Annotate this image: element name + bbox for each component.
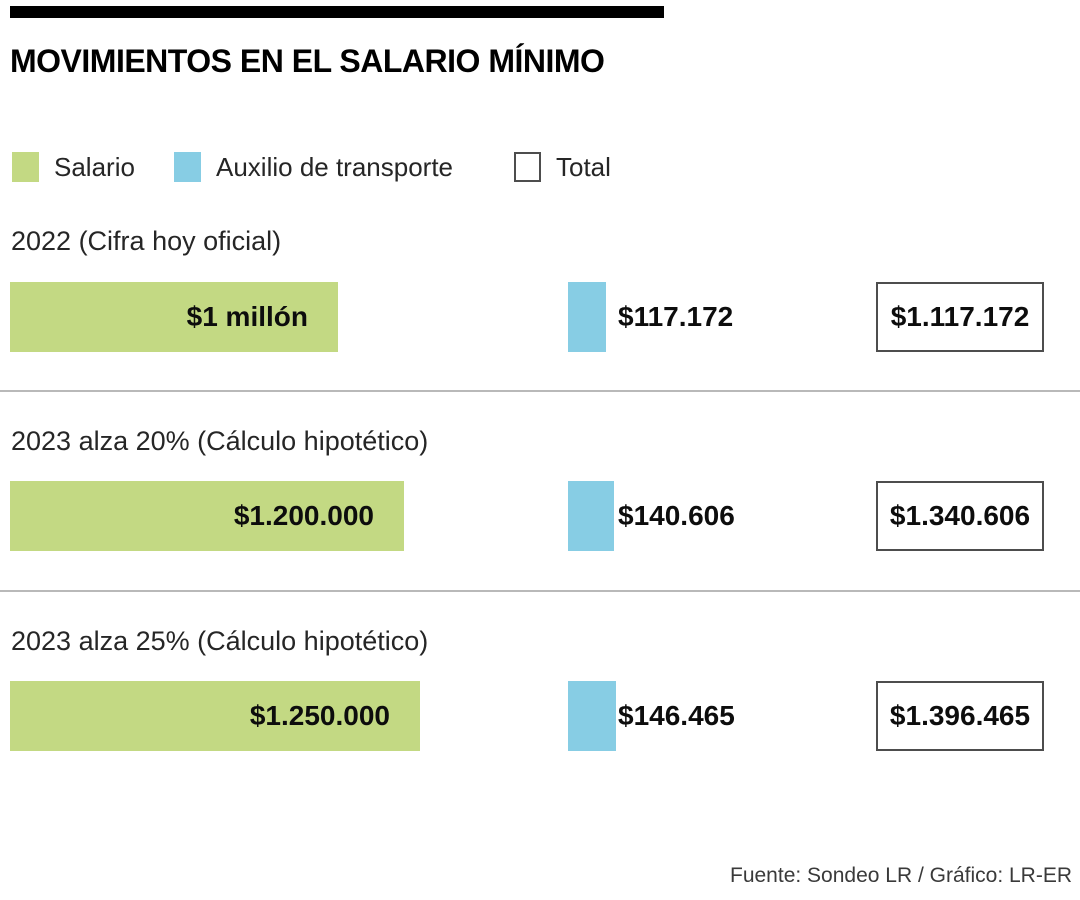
salario-swatch-icon bbox=[12, 152, 39, 182]
auxilio-value-wrap: $140.606 bbox=[618, 481, 735, 551]
legend-label-total: Total bbox=[556, 151, 611, 182]
auxilio-bar bbox=[568, 481, 614, 551]
source-credit: Fuente: Sondeo LR / Gráfico: LR-ER bbox=[730, 864, 1072, 887]
legend-label-auxilio: Auxilio de transporte bbox=[216, 151, 454, 182]
salario-value: $1.200.000 bbox=[233, 500, 374, 531]
bar-row: $1.200.000 $140.606 $1.340.606 bbox=[0, 481, 1080, 551]
salario-bar: $1 millón bbox=[10, 282, 338, 352]
total-swatch-icon bbox=[514, 152, 541, 182]
row-label-2023-25: 2023 alza 25% (Cálculo hipotético) bbox=[11, 626, 429, 656]
section-divider bbox=[0, 390, 1080, 392]
total-box: $1.396.465 bbox=[876, 681, 1044, 751]
auxilio-value: $140.606 bbox=[618, 500, 735, 531]
total-value: $1.117.172 bbox=[890, 301, 1030, 332]
salario-bar: $1.250.000 bbox=[10, 681, 420, 751]
auxilio-bar bbox=[568, 681, 616, 751]
page-title: MOVIMIENTOS EN EL SALARIO MÍNIMO bbox=[10, 43, 605, 80]
row-label-2022: 2022 (Cifra hoy oficial) bbox=[11, 226, 282, 256]
salario-value: $1.250.000 bbox=[249, 700, 390, 731]
section-divider bbox=[0, 590, 1080, 592]
auxilio-bar bbox=[568, 282, 606, 352]
legend-item-total: Total bbox=[514, 150, 611, 184]
auxilio-swatch-icon bbox=[174, 152, 201, 182]
total-box: $1.117.172 bbox=[876, 282, 1044, 352]
legend-label-salario: Salario bbox=[54, 151, 135, 182]
legend-item-salario: Salario bbox=[12, 150, 135, 184]
salario-value: $1 millón bbox=[186, 301, 308, 332]
auxilio-value-wrap: $146.465 bbox=[618, 681, 735, 751]
bar-row: $1 millón $117.172 $1.117.172 bbox=[0, 282, 1080, 352]
total-value: $1.396.465 bbox=[889, 700, 1031, 731]
legend-item-auxilio: Auxilio de transporte bbox=[174, 150, 453, 184]
auxilio-value-wrap: $117.172 bbox=[618, 282, 733, 352]
total-value: $1.340.606 bbox=[889, 500, 1031, 531]
auxilio-value: $146.465 bbox=[618, 700, 735, 731]
total-box: $1.340.606 bbox=[876, 481, 1044, 551]
auxilio-value: $117.172 bbox=[618, 301, 734, 332]
salario-bar: $1.200.000 bbox=[10, 481, 404, 551]
row-label-2023-20: 2023 alza 20% (Cálculo hipotético) bbox=[11, 426, 429, 456]
header-accent-bar bbox=[10, 6, 664, 18]
bar-row: $1.250.000 $146.465 $1.396.465 bbox=[0, 681, 1080, 751]
